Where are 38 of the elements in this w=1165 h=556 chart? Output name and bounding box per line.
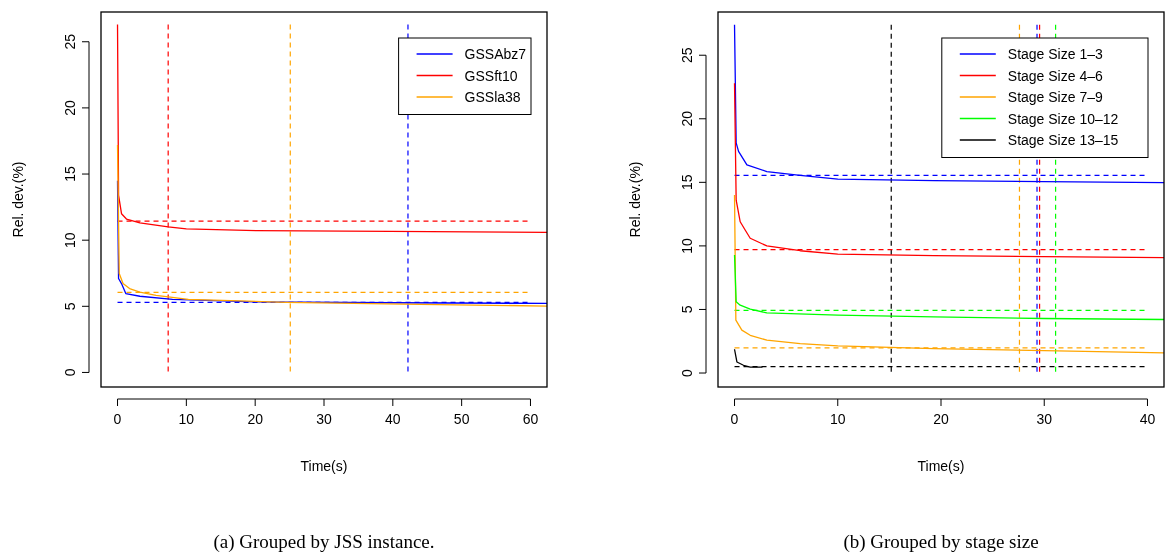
x-tick-label: 20 bbox=[933, 411, 949, 427]
x-tick-label: 10 bbox=[178, 411, 195, 427]
y-tick-label: 20 bbox=[679, 110, 695, 127]
x-tick-label: 10 bbox=[829, 411, 846, 427]
y-tick-label: 10 bbox=[62, 232, 78, 248]
legend-label: Stage Size 13–15 bbox=[1007, 132, 1119, 148]
x-tick-label: 20 bbox=[247, 411, 264, 427]
text: (b) Grouped by stage size bbox=[843, 531, 1039, 553]
legend-label: GSSAbz7 bbox=[464, 46, 527, 62]
text: (a) Grouped by JSS instance. bbox=[213, 531, 435, 553]
x-tick-label: 0 bbox=[113, 411, 122, 427]
x-tick-label: 50 bbox=[453, 411, 470, 427]
x-axis-title: Time(s) bbox=[300, 458, 348, 474]
y-tick-label: 5 bbox=[679, 305, 695, 314]
x-tick-label: 0 bbox=[730, 411, 739, 427]
x-tick-label: 30 bbox=[316, 411, 332, 427]
x-axis-title: Time(s) bbox=[917, 458, 965, 474]
legend-label: Stage Size 1–3 bbox=[1007, 46, 1103, 62]
x-tick-label: 30 bbox=[1036, 411, 1053, 427]
y-axis-title: Rel. dev.(%) bbox=[10, 161, 26, 238]
x-tick-label: 40 bbox=[385, 411, 401, 427]
y-tick-label: 5 bbox=[62, 302, 78, 311]
y-tick-label: 0 bbox=[62, 368, 78, 377]
y-tick-label: 15 bbox=[679, 174, 695, 191]
legend-label: Stage Size 4–6 bbox=[1007, 67, 1103, 84]
y-tick-label: 0 bbox=[679, 368, 695, 377]
y-tick-label: 25 bbox=[679, 47, 695, 64]
y-axis-title: Rel. dev.(%) bbox=[627, 161, 643, 238]
y-tick-label: 25 bbox=[62, 33, 78, 50]
legend-label: GSSft10 bbox=[464, 67, 518, 84]
legend-label: Stage Size 10–12 bbox=[1007, 110, 1119, 127]
x-tick-label: 60 bbox=[522, 411, 539, 427]
y-tick-label: 20 bbox=[62, 99, 78, 116]
y-tick-label: 10 bbox=[679, 237, 695, 254]
y-tick-label: 15 bbox=[62, 166, 78, 182]
x-tick-label: 40 bbox=[1139, 411, 1156, 427]
legend-label: Stage Size 7–9 bbox=[1007, 89, 1103, 105]
legend-label: GSSla38 bbox=[464, 89, 521, 105]
